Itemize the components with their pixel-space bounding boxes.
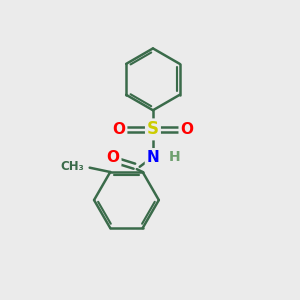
Text: O: O — [107, 150, 120, 165]
Text: H: H — [169, 150, 181, 164]
Text: O: O — [112, 122, 126, 137]
Text: CH₃: CH₃ — [61, 160, 84, 173]
Text: S: S — [147, 120, 159, 138]
Text: O: O — [180, 122, 193, 137]
Text: N: N — [147, 150, 159, 165]
